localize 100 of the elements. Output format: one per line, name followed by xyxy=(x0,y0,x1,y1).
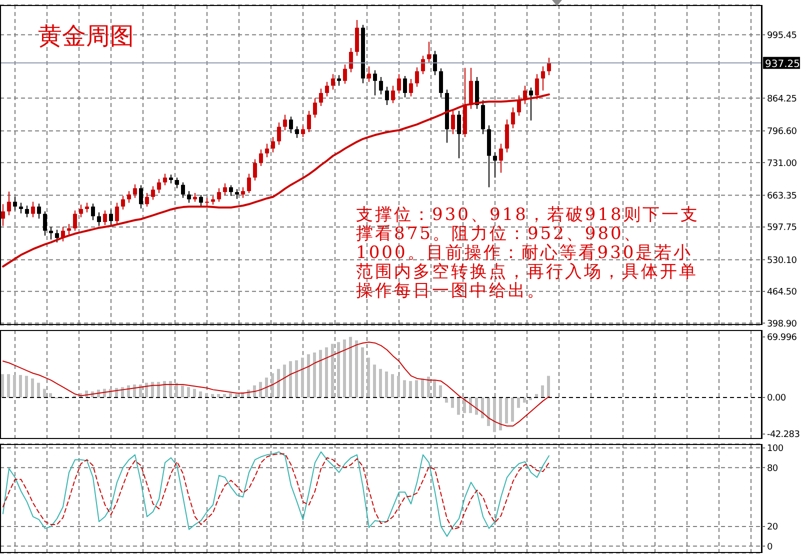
bar xyxy=(541,385,544,398)
bar xyxy=(151,382,154,398)
bar xyxy=(313,352,316,398)
candlestick xyxy=(121,195,125,210)
candlestick xyxy=(343,64,347,84)
candlestick xyxy=(37,203,41,220)
candlestick xyxy=(385,86,389,106)
bar xyxy=(379,368,382,398)
candlestick xyxy=(451,110,455,135)
candlestick xyxy=(397,74,401,94)
candlestick xyxy=(391,85,395,104)
bar xyxy=(421,378,424,398)
candlestick xyxy=(7,191,11,216)
candlestick xyxy=(49,226,53,240)
bar xyxy=(361,347,364,398)
bar xyxy=(1,374,4,398)
y-tick-label: 398.90 xyxy=(767,319,798,330)
y-tick-label: 864.25 xyxy=(767,94,797,104)
candlestick xyxy=(427,41,431,64)
annotation: 支撑位：930、918，若破918则下一支撑看875。阻力位：952、980、1000。目前操作：耐心等看930是若小范围内多空转换点，再行入场，具体开单操作每日一图中给出。 xyxy=(356,205,700,301)
bar xyxy=(163,381,166,398)
candlestick xyxy=(187,190,191,204)
bar xyxy=(13,374,16,398)
candlestick xyxy=(127,190,131,204)
candlestick xyxy=(199,194,203,208)
candlestick xyxy=(103,210,107,226)
candlestick xyxy=(433,50,437,76)
candlestick xyxy=(13,196,17,211)
bar xyxy=(139,384,142,398)
y-tick-label: 20 xyxy=(767,522,778,533)
bar xyxy=(133,384,136,398)
bar xyxy=(31,378,34,398)
y-tick-label: 530.10 xyxy=(767,256,798,266)
bar xyxy=(511,397,514,422)
bar xyxy=(7,374,10,398)
y-tick-label: 80 xyxy=(767,464,778,474)
y-tick-label: -42.283 xyxy=(767,430,800,440)
bar xyxy=(259,382,262,398)
candlestick xyxy=(133,184,137,198)
bar xyxy=(229,393,232,398)
candlestick xyxy=(331,74,335,90)
candlestick xyxy=(307,110,311,133)
candlestick xyxy=(493,152,497,178)
bar xyxy=(439,385,442,398)
candlestick xyxy=(181,182,185,198)
candlestick xyxy=(547,57,551,76)
bar xyxy=(499,397,502,430)
candlestick xyxy=(1,204,5,226)
bar xyxy=(187,387,190,398)
candlestick xyxy=(289,116,293,134)
candlestick xyxy=(247,173,251,194)
y-tick-label: 0 xyxy=(767,542,773,552)
bar xyxy=(277,368,280,398)
candlestick xyxy=(367,66,371,82)
y-tick-label: 663.35 xyxy=(767,191,797,202)
candlestick xyxy=(145,192,149,208)
candlestick xyxy=(175,177,179,189)
candlestick xyxy=(511,106,515,129)
candlestick xyxy=(415,66,419,88)
candlestick xyxy=(85,202,89,213)
candlestick xyxy=(283,114,287,131)
bar xyxy=(301,358,304,398)
y-tick-label: 0.00 xyxy=(767,394,786,404)
candlestick xyxy=(373,70,377,96)
bar xyxy=(397,376,400,398)
bar xyxy=(343,340,346,398)
bar xyxy=(469,397,472,414)
candlestick xyxy=(91,203,95,221)
bar xyxy=(325,347,328,398)
candlestick xyxy=(541,66,545,92)
bar xyxy=(385,372,388,398)
y-tick-label: 731.00 xyxy=(767,158,798,169)
bar xyxy=(217,394,220,398)
bar xyxy=(307,354,310,398)
candlestick xyxy=(277,122,281,146)
candlestick xyxy=(31,201,35,218)
candlestick xyxy=(229,184,233,196)
bar xyxy=(373,364,376,398)
candlestick xyxy=(499,143,503,174)
bar xyxy=(43,388,46,398)
bar xyxy=(427,376,430,398)
bar xyxy=(265,378,268,398)
bar xyxy=(367,358,370,398)
bar xyxy=(487,397,490,426)
bar xyxy=(547,376,550,398)
bar xyxy=(337,342,340,398)
bar xyxy=(289,361,292,398)
bar xyxy=(355,340,358,398)
candlestick xyxy=(439,68,443,98)
bar xyxy=(19,374,22,398)
text: 黄金周图 xyxy=(38,21,134,52)
candlestick xyxy=(409,78,413,97)
candlestick xyxy=(157,178,161,194)
bar xyxy=(295,360,298,398)
candlestick xyxy=(379,76,383,95)
candlestick xyxy=(43,210,47,236)
bar xyxy=(409,381,412,398)
bar xyxy=(349,336,352,398)
y-tick-label: 464.50 xyxy=(767,288,798,298)
candlestick xyxy=(295,126,299,138)
